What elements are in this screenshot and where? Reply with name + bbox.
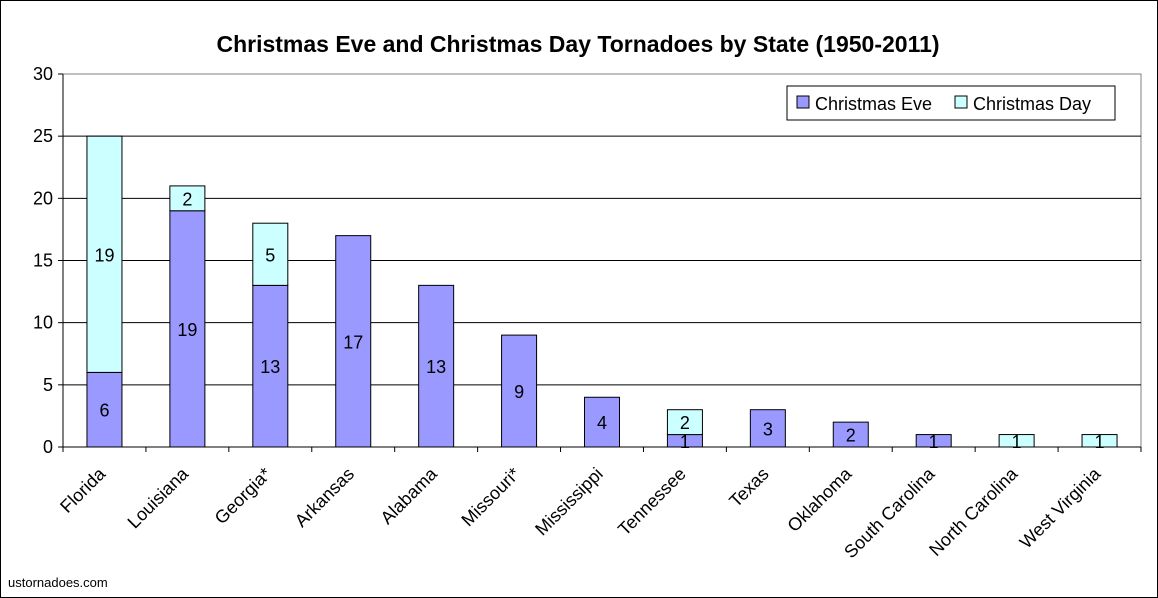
category-label: Oklahoma xyxy=(783,463,856,536)
legend-swatch-christmas-eve xyxy=(796,95,810,109)
category-label: Georgia* xyxy=(211,464,275,528)
category-label: Mississippi xyxy=(531,464,607,540)
x-axis: Florida Louisiana Georgia* Arkansas Alabama M… xyxy=(56,447,1142,562)
data-label: 13 xyxy=(426,357,446,377)
legend-swatch-christmas-day xyxy=(954,95,968,109)
category-label: West Virginia xyxy=(1016,463,1105,552)
data-label: 1 xyxy=(1095,432,1105,452)
bar-christmas-eve xyxy=(169,210,206,448)
legend-label-christmas-day: Christmas Day xyxy=(973,94,1091,114)
bar-christmas-day xyxy=(1081,434,1118,448)
data-label: 13 xyxy=(260,357,280,377)
legend-box xyxy=(786,85,1116,121)
y-tick-label: 20 xyxy=(33,188,53,208)
gridlines xyxy=(63,135,1141,386)
bar-christmas-eve xyxy=(418,284,455,448)
credit-text: ustornadoes.com xyxy=(8,575,108,590)
bar-christmas-eve xyxy=(749,409,786,448)
y-tick-label: 5 xyxy=(43,375,53,395)
chart-title: Christmas Eve and Christmas Day Tornadoe… xyxy=(216,31,939,57)
data-label: 4 xyxy=(597,413,607,433)
y-tick-label: 0 xyxy=(43,437,53,457)
legend: Christmas Eve Christmas Day xyxy=(786,85,1116,121)
category-label: Florida xyxy=(56,463,110,517)
bar-christmas-eve xyxy=(915,434,952,448)
data-label: 17 xyxy=(343,332,363,352)
category-label: Missouri* xyxy=(457,464,523,530)
data-label: 2 xyxy=(680,413,690,433)
bar-christmas-eve xyxy=(335,235,372,448)
bar-christmas-eve xyxy=(86,371,123,448)
bar-christmas-eve xyxy=(252,284,289,448)
bar-christmas-day xyxy=(86,135,123,373)
bar-christmas-day xyxy=(169,185,206,212)
data-label: 19 xyxy=(94,245,114,265)
bar-christmas-eve xyxy=(501,334,538,448)
category-label: Tennessee xyxy=(614,464,690,540)
y-tick-label: 15 xyxy=(33,251,53,271)
bar-christmas-eve xyxy=(832,421,869,448)
data-label: 5 xyxy=(265,245,275,265)
bar-christmas-day xyxy=(998,434,1035,448)
category-label: Louisiana xyxy=(124,463,193,532)
bar-christmas-eve xyxy=(584,396,620,448)
category-label: Texas xyxy=(725,464,772,511)
legend-label-christmas-eve: Christmas Eve xyxy=(815,94,932,114)
data-label: 6 xyxy=(99,401,109,421)
category-label: Alabama xyxy=(377,463,442,528)
category-label: North Carolina xyxy=(925,463,1022,560)
bar-christmas-day xyxy=(252,222,289,286)
y-tick-label: 10 xyxy=(33,313,53,333)
data-label: 1 xyxy=(1012,432,1022,452)
y-tick-label: 25 xyxy=(33,126,53,146)
y-tick-label: 30 xyxy=(33,64,53,84)
bar-christmas-day xyxy=(666,409,703,436)
data-label: 2 xyxy=(182,189,192,209)
data-label: 3 xyxy=(763,419,773,439)
data-label: 1 xyxy=(929,432,939,452)
data-label: 19 xyxy=(177,320,197,340)
data-label: 1 xyxy=(680,432,690,452)
data-label: 9 xyxy=(514,382,524,402)
data-label: 2 xyxy=(846,426,856,446)
category-label: Arkansas xyxy=(291,464,358,531)
